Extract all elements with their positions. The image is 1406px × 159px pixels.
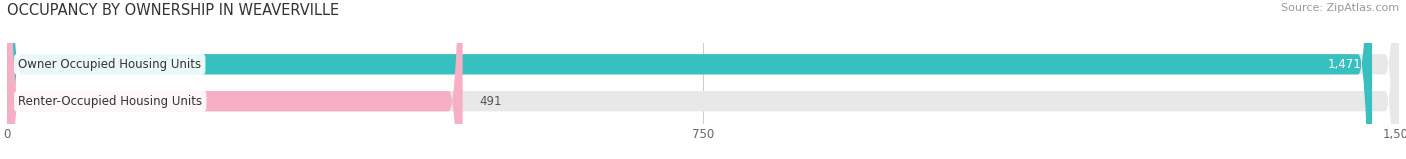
Text: OCCUPANCY BY OWNERSHIP IN WEAVERVILLE: OCCUPANCY BY OWNERSHIP IN WEAVERVILLE — [7, 3, 339, 18]
Text: Source: ZipAtlas.com: Source: ZipAtlas.com — [1281, 3, 1399, 13]
Text: 491: 491 — [479, 95, 502, 108]
FancyBboxPatch shape — [7, 0, 463, 159]
Text: Renter-Occupied Housing Units: Renter-Occupied Housing Units — [18, 95, 202, 108]
FancyBboxPatch shape — [7, 0, 1399, 159]
FancyBboxPatch shape — [7, 0, 1399, 159]
FancyBboxPatch shape — [7, 0, 1372, 159]
Text: 1,471: 1,471 — [1327, 58, 1361, 71]
Text: Owner Occupied Housing Units: Owner Occupied Housing Units — [18, 58, 201, 71]
